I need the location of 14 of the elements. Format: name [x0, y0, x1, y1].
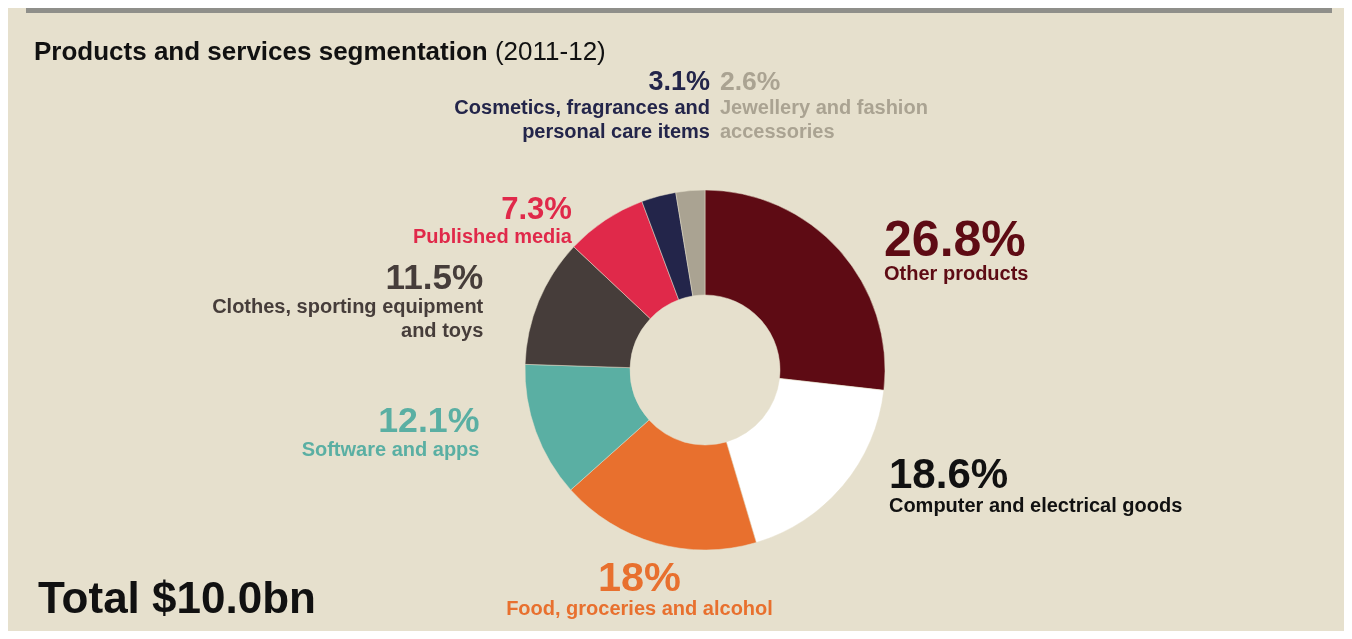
slice-label: Cosmetics, fragrances and personal care items [454, 96, 710, 143]
data-label: 2.6% [720, 66, 781, 97]
slice-label: Published media [413, 225, 573, 248]
chart-title: Products and services segmentation [34, 36, 488, 66]
slice-label: Clothes, sporting equipment and toys [212, 295, 484, 342]
text: Total $10.0bn [38, 573, 316, 622]
slice-label: Software and apps [301, 438, 480, 461]
data-label: 11.5% [385, 257, 484, 297]
data-label: 12.1% [378, 400, 480, 441]
chart-subtitle: (2011-12) [487, 36, 606, 66]
data-label: 3.1% [648, 66, 710, 97]
slice-label: Other products [884, 261, 1029, 284]
data-label: 7.3% [501, 191, 572, 227]
slice-label: Jewellery and fashion accessories [720, 96, 928, 143]
